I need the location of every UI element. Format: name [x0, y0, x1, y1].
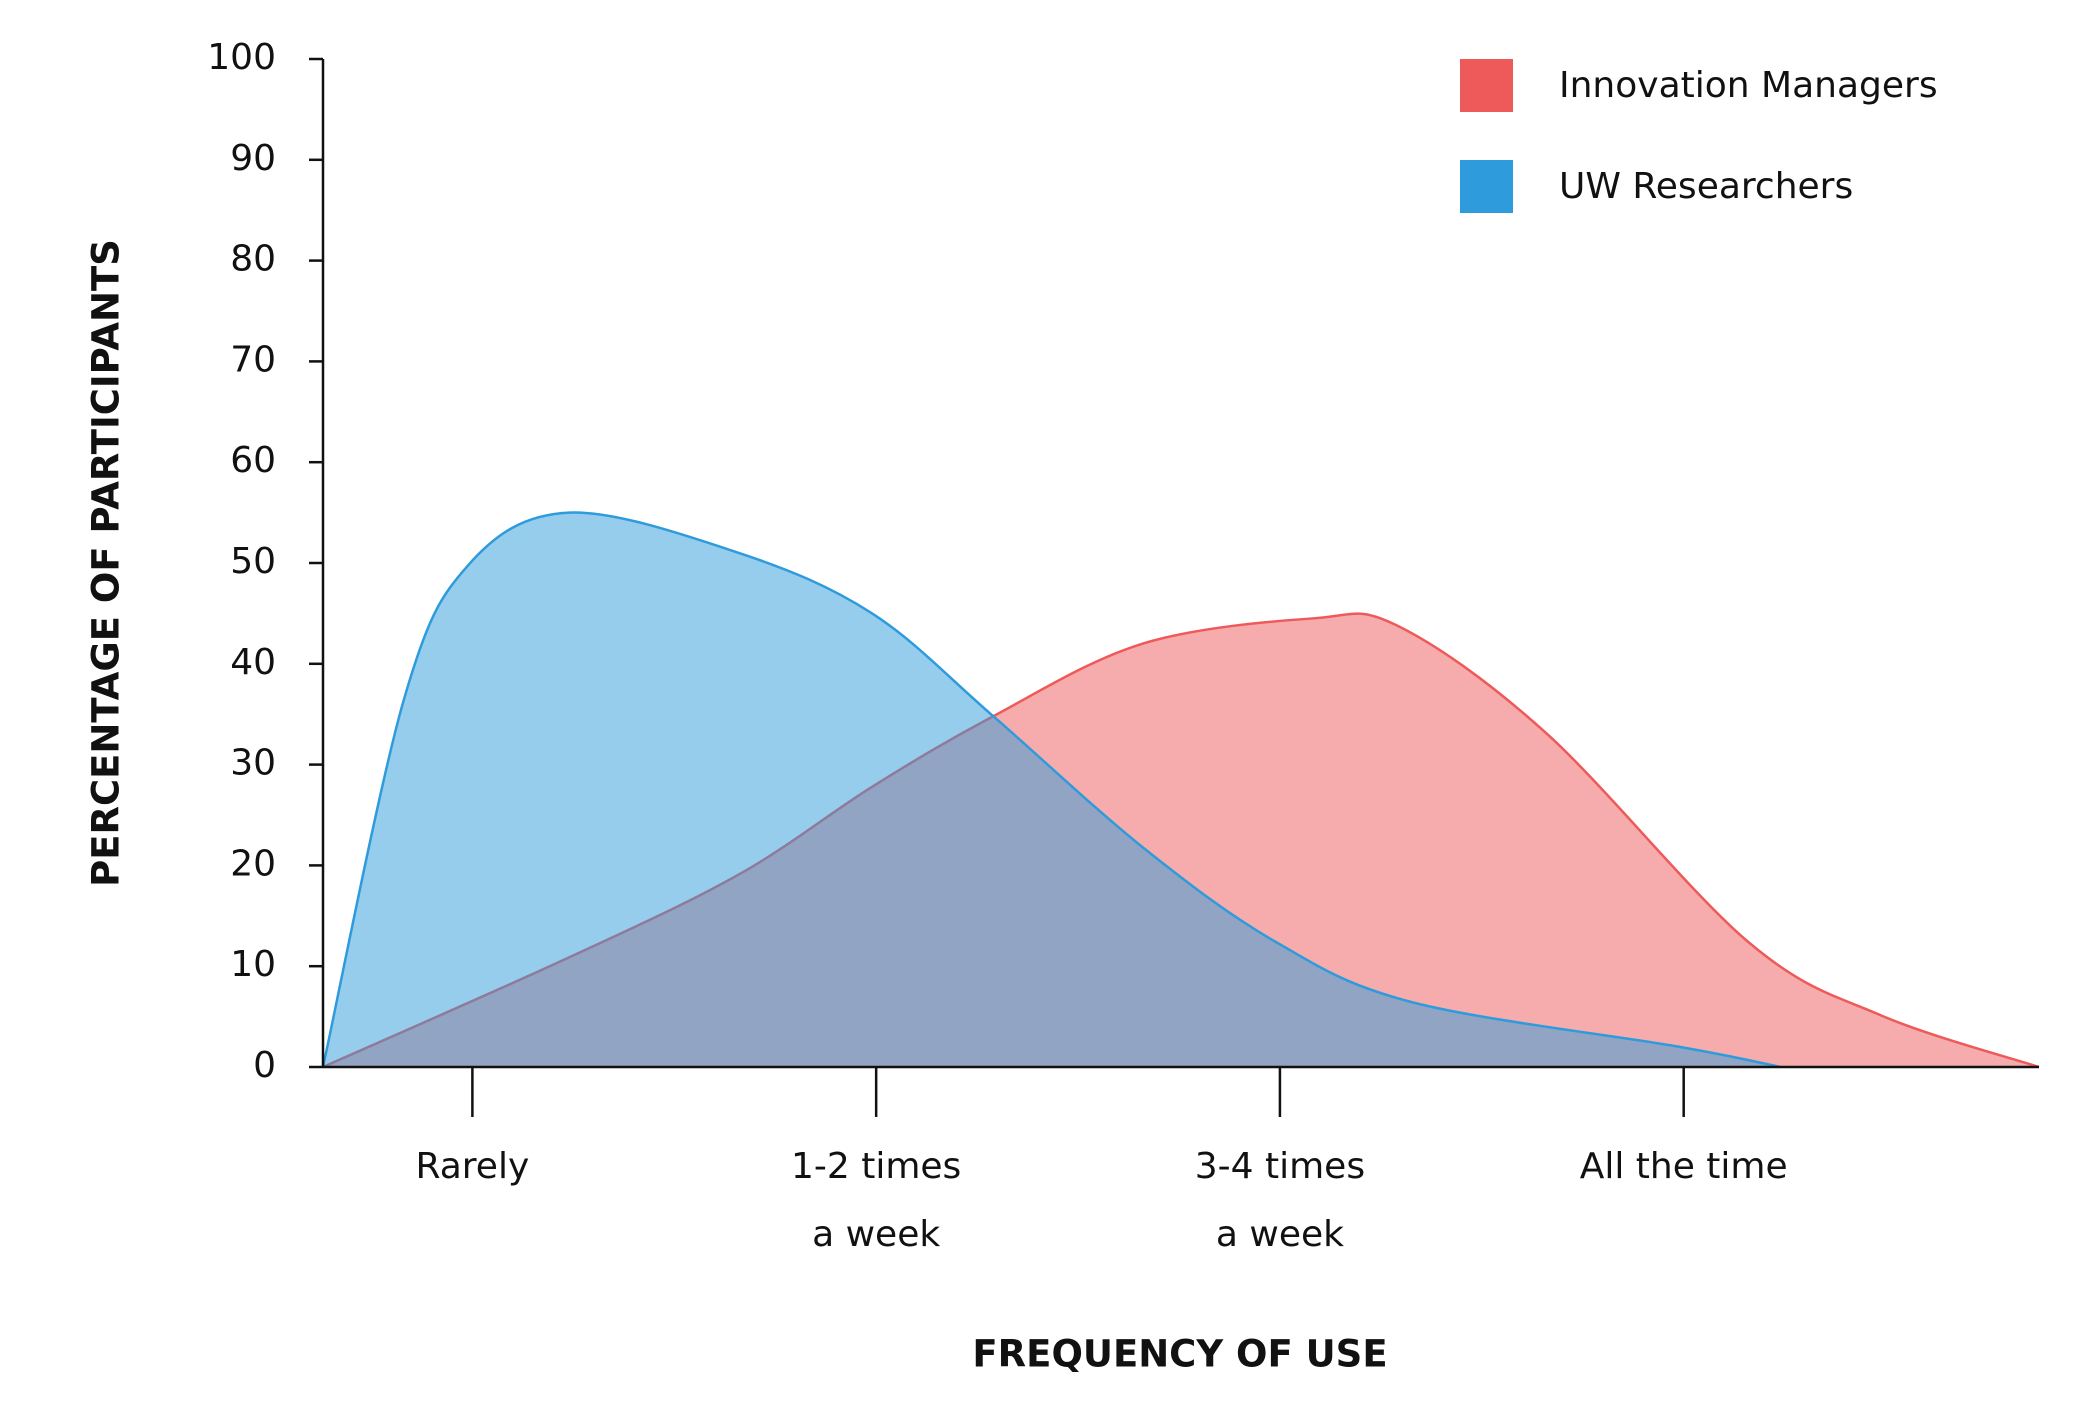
y-tick-label: 100 — [207, 37, 276, 78]
legend-label: Innovation Managers — [1559, 65, 1938, 106]
x-tick-label: a week — [1216, 1214, 1344, 1255]
y-tick-label: 80 — [230, 239, 276, 280]
y-tick-label: 50 — [230, 541, 276, 582]
x-tick-label: Rarely — [416, 1146, 530, 1187]
y-tick-label: 60 — [230, 440, 276, 481]
x-tick-label: All the time — [1580, 1146, 1788, 1187]
y-tick-label: 70 — [230, 339, 276, 380]
x-axis-title: FREQUENCY OF USE — [972, 1333, 1387, 1376]
y-tick-label: 30 — [230, 743, 276, 784]
y-tick-label: 10 — [230, 944, 276, 985]
x-tick-label: 1-2 times — [791, 1146, 961, 1187]
y-tick-label: 40 — [230, 642, 276, 683]
y-tick-label: 20 — [230, 843, 276, 884]
x-tick-label: a week — [812, 1214, 940, 1255]
legend-label: UW Researchers — [1559, 166, 1853, 207]
area-line — [321, 511, 1781, 1069]
x-tick-label: 3-4 times — [1195, 1146, 1365, 1187]
area-fill — [323, 512, 1781, 1067]
y-axis-title: PERCENTAGE OF PARTICIPANTS — [85, 239, 128, 887]
legend-swatch — [1460, 59, 1513, 112]
y-tick-label: 90 — [230, 138, 276, 179]
y-tick-label: 0 — [253, 1045, 276, 1086]
legend-swatch — [1460, 160, 1513, 213]
